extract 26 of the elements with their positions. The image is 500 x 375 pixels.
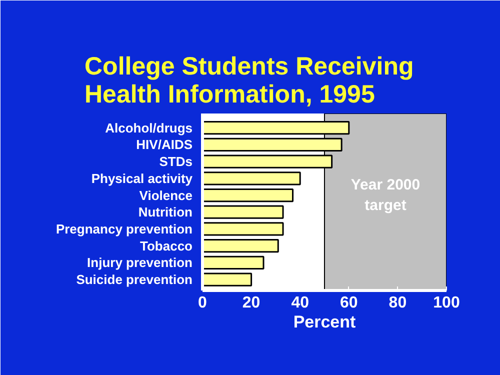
bar: [202, 172, 301, 186]
bar: [202, 256, 264, 270]
y-tick-label: Injury prevention: [87, 255, 193, 270]
y-tick-label: Violence: [139, 188, 193, 203]
x-tick-label: 60: [340, 294, 358, 312]
y-tick-label: Alcohol/drugs: [105, 120, 192, 136]
x-tick-label: 100: [433, 294, 460, 312]
bar: [202, 239, 279, 253]
y-tick-label: STDs: [159, 154, 193, 170]
y-tick-label: Physical activity: [91, 170, 194, 186]
x-axis-title: Percent: [293, 312, 356, 332]
bar: [202, 222, 284, 236]
band-label: Year 2000 target: [350, 176, 420, 214]
y-tick-label: Tobacco: [140, 238, 193, 254]
y-tick-label: HIV/AIDS: [136, 137, 193, 152]
x-tick-label: 80: [388, 294, 407, 312]
y-tick-label: Nutrition: [138, 204, 193, 220]
chart-title: College Students Receiving Health Information, 1995: [84, 52, 414, 108]
bar: [202, 205, 284, 219]
bar: [202, 188, 294, 202]
y-tick-label: Pregnancy prevention: [56, 221, 193, 236]
y-tick-label: Suicide prevention: [76, 272, 193, 288]
x-tick-label: 20: [242, 294, 260, 312]
x-tick-label: 0: [198, 294, 208, 312]
x-tick-label: 40: [291, 294, 310, 312]
bar: [202, 272, 252, 286]
